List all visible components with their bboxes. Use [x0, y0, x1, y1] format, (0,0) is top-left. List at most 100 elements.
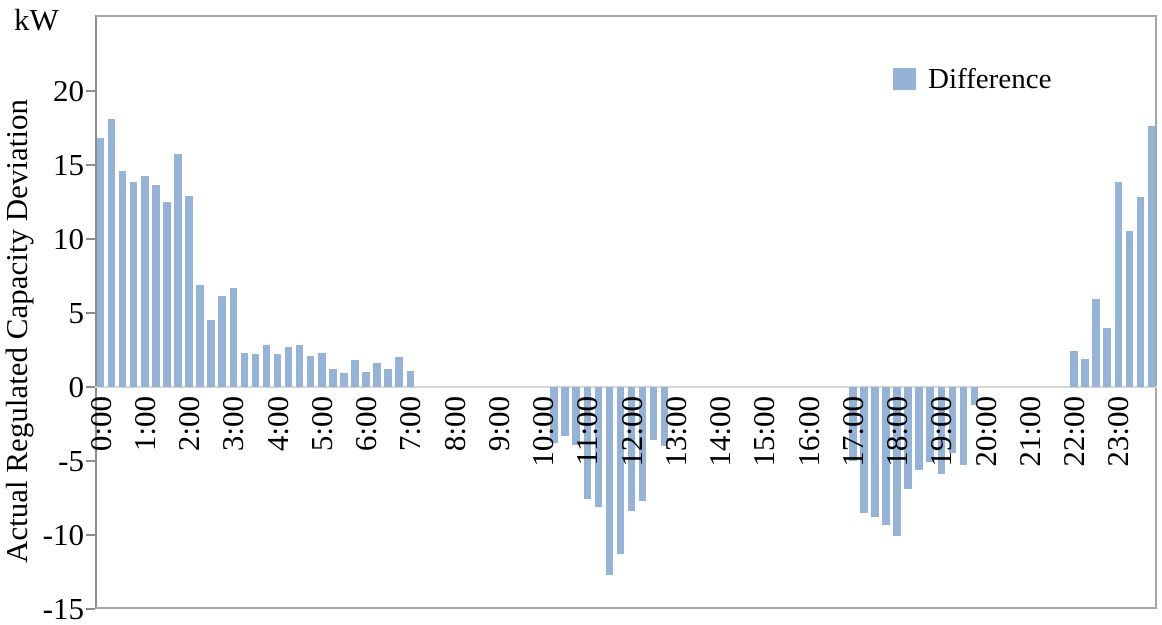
x-tick-label-20:00: 20:00: [967, 395, 1003, 467]
bar-22:45: [1103, 327, 1111, 387]
bar-3:45: [262, 345, 271, 387]
bar-18:30: [915, 386, 923, 470]
bar-0:45: [129, 182, 138, 387]
y-tick-label-20: 20: [53, 72, 84, 108]
bar-19:45: [970, 386, 979, 405]
bar-18:45: [926, 386, 934, 463]
bar-5:45: [351, 360, 359, 387]
x-tick-label-7:00: 7:00: [392, 395, 428, 451]
x-tick-label-13:00: 13:00: [657, 395, 693, 467]
bar-6:15: [373, 363, 381, 387]
x-tick-label-5:00: 5:00: [303, 395, 339, 451]
x-tick-label-17:00: 17:00: [834, 395, 870, 467]
y-tick-mark-10: [86, 237, 95, 240]
bar-3:00: [229, 287, 238, 387]
bar-10:15: [550, 386, 558, 444]
y-tick-label-15: 15: [53, 146, 84, 182]
legend-swatch-difference: [893, 68, 916, 90]
bar-22:00: [1070, 351, 1078, 387]
x-tick-label-22:00: 22:00: [1056, 395, 1092, 467]
x-tick-label-6:00: 6:00: [348, 395, 384, 451]
y-tick-label-0: 0: [68, 368, 85, 404]
y-tick-label-5: 5: [68, 294, 85, 330]
bar-23:45: [1147, 126, 1156, 387]
bar-12:15: [638, 386, 647, 501]
x-tick-label-21:00: 21:00: [1011, 395, 1047, 467]
bar-10:30: [561, 386, 569, 436]
bar-0:30: [118, 170, 127, 387]
x-tick-label-9:00: 9:00: [480, 395, 516, 451]
bar-6:45: [395, 357, 403, 387]
bar-12:30: [649, 386, 658, 441]
legend: Difference: [893, 64, 1051, 94]
x-tick-label-1:00: 1:00: [126, 395, 162, 451]
bar-12:00: [627, 386, 636, 512]
bar-23:30: [1136, 197, 1145, 387]
x-tick-label-12:00: 12:00: [613, 395, 649, 467]
bar-17:30: [871, 386, 879, 518]
bar-2:30: [207, 320, 215, 387]
bar-19:15: [948, 386, 957, 454]
bar-11:15: [594, 386, 603, 507]
bar-4:30: [295, 345, 304, 387]
bar-4:45: [306, 355, 315, 387]
bar-17:45: [882, 386, 890, 525]
y-tick-label--15: -15: [42, 591, 84, 625]
y-tick-mark-0: [86, 385, 95, 388]
bar-3:15: [240, 352, 249, 387]
x-tick-label-15:00: 15:00: [746, 395, 782, 467]
bar-11:45: [616, 386, 625, 555]
x-tick-label-19:00: 19:00: [923, 395, 959, 467]
bar-3:30: [251, 354, 260, 387]
bar-18:15: [904, 386, 912, 489]
bar-17:00: [849, 386, 857, 461]
bar-5:30: [340, 373, 348, 387]
y-tick-mark--15: [86, 608, 95, 610]
bar-6:00: [362, 371, 370, 387]
bar-0:15: [107, 118, 116, 387]
y-axis-unit-label: kW: [14, 2, 59, 37]
bar-5:15: [329, 369, 337, 387]
x-tick-label-0:00: 0:00: [82, 395, 118, 451]
x-tick-label-23:00: 23:00: [1100, 395, 1136, 467]
bar-19:30: [959, 386, 968, 466]
y-tick-mark-20: [86, 89, 95, 92]
bar-18:00: [893, 386, 901, 537]
plot-area: [95, 15, 1157, 609]
bar-4:00: [273, 354, 282, 387]
bar-22:30: [1092, 299, 1100, 387]
y-tick-mark--10: [86, 533, 95, 536]
bar-23:15: [1125, 231, 1134, 387]
bar-22:15: [1081, 358, 1089, 387]
bar-10:45: [572, 386, 580, 445]
y-tick-label--5: -5: [58, 442, 84, 478]
y-tick-mark--5: [86, 459, 95, 462]
x-tick-label-4:00: 4:00: [259, 395, 295, 451]
bar-4:15: [284, 346, 293, 387]
bar-0:00: [96, 137, 105, 387]
bar-17:15: [860, 386, 868, 513]
bar-23:00: [1114, 182, 1123, 387]
x-tick-label-18:00: 18:00: [879, 395, 915, 467]
x-tick-label-2:00: 2:00: [171, 395, 207, 451]
bar-11:00: [583, 386, 592, 500]
bar-2:15: [196, 284, 204, 387]
bar-2:00: [185, 195, 193, 387]
x-tick-label-14:00: 14:00: [702, 395, 738, 467]
y-tick-mark-15: [86, 163, 95, 166]
x-tick-label-11:00: 11:00: [569, 395, 605, 466]
bar-1:15: [152, 185, 160, 387]
bar-12:45: [660, 386, 669, 447]
legend-label: Difference: [928, 63, 1052, 95]
bar-19:00: [937, 386, 946, 475]
bar-1:00: [141, 176, 149, 387]
bar-5:00: [318, 352, 326, 387]
bar-1:45: [174, 154, 182, 387]
x-tick-label-10:00: 10:00: [525, 395, 561, 467]
bar-2:45: [218, 296, 226, 387]
y-tick-label--10: -10: [42, 516, 84, 552]
bar-11:30: [605, 386, 614, 575]
x-tick-label-8:00: 8:00: [436, 395, 472, 451]
bar-1:30: [163, 201, 171, 387]
